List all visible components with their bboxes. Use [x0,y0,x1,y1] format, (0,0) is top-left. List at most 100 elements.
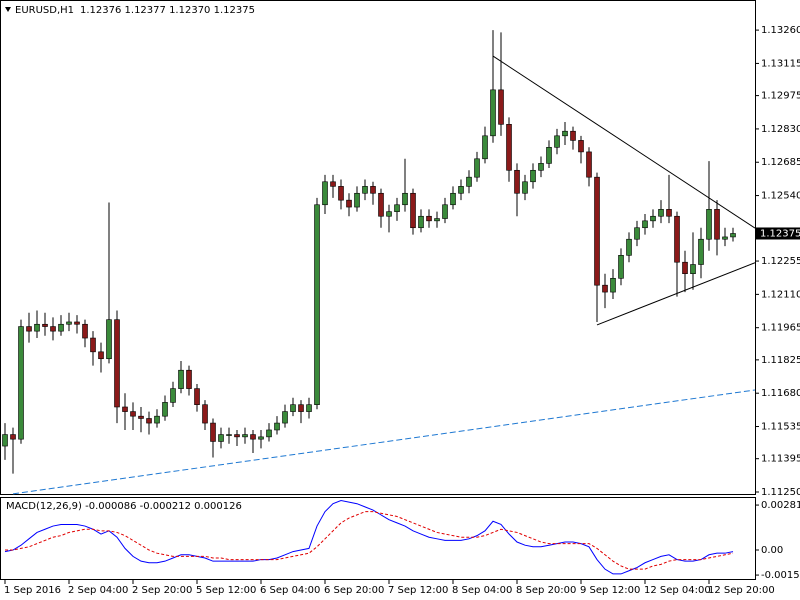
y-tick-label: 1.12540 [761,191,800,202]
candle-body [690,264,696,274]
candle-body [2,434,8,447]
candle-body [722,236,728,240]
y-tick-label: 1.12685 [761,157,800,168]
candle-body [578,140,584,153]
candle-body [290,404,296,412]
candle-body [338,186,344,201]
candle-body [170,388,176,403]
candle-body [410,192,416,229]
candle-body [458,186,464,194]
trendline [492,55,755,229]
candle-body [250,434,256,440]
y-tick-label: 1.11250 [761,487,800,498]
candle-body [266,429,272,438]
candle-body [66,321,72,325]
candle-body [642,220,648,229]
x-tick-label: 12 Sep 20:00 [708,585,775,596]
candle-body [370,186,376,194]
trendline [12,389,755,495]
menu-arrow[interactable] [5,7,11,12]
symbol-title: EURUSD,H1 [15,5,74,16]
candle-body [386,211,392,217]
candle-body [490,89,496,137]
candle-body [618,255,624,279]
candle-body [450,192,456,206]
candle-body [122,406,128,412]
y-tick-label: 1.13115 [761,58,800,69]
candle-body [202,404,208,424]
candle-body [282,411,288,424]
y-tick-label: 1.13260 [761,25,800,36]
x-tick-label: 9 Sep 12:00 [580,585,640,596]
candle-body [650,215,656,222]
candle-body [562,130,568,137]
candle-body [674,215,680,263]
y-tick-label: 1.12110 [761,289,800,300]
x-tick-label: 2 Sep 20:00 [132,585,192,596]
price-panel [0,0,756,495]
candle-body [546,147,552,164]
candle-body [50,326,56,332]
x-tick-label: 2 Sep 04:00 [68,585,128,596]
macd-label: MACD(12,26,9) -0.000086 -0.000212 0.0001… [6,501,242,512]
candle-body [570,130,576,141]
candle-body [146,418,152,424]
price-label-box [756,227,800,240]
candle-body [730,233,736,238]
x-tick-label: 8 Sep 20:00 [516,585,576,596]
candle-body [538,163,544,171]
y-tick-label: 1.11825 [761,355,800,366]
candle-body [234,434,240,438]
candle-body [106,319,112,360]
y-tick-label: 1.12255 [761,256,800,267]
candle-body [58,323,64,332]
candle-body [586,151,592,178]
candle-body [506,124,512,171]
candle-body [330,181,336,187]
candle-body [522,181,528,194]
candle-body [258,436,264,440]
candle-body [682,261,688,274]
macd-tick-label: 0.002815 [761,500,800,511]
candle-body [530,169,536,183]
candle-body [322,181,328,206]
candle-body [298,404,304,412]
x-tick-label: 8 Sep 04:00 [452,585,512,596]
candle-body [114,319,120,408]
candle-body [434,218,440,222]
candle-body [482,135,488,160]
x-tick-label: 12 Sep 04:00 [644,585,711,596]
candle-body [666,209,672,217]
candle-body [274,422,280,431]
candle-body [594,176,600,286]
macd-line [5,511,734,570]
candle-body [394,204,400,212]
candle-body [610,277,616,293]
macd-tick-label: 0.00 [761,545,783,556]
candle-body [82,323,88,339]
candle-body [714,209,720,240]
candle-body [26,326,32,332]
candle-body [162,402,168,417]
candle-body [706,209,712,240]
candle-body [354,192,360,208]
candle-body [626,238,632,256]
candle-body [34,323,40,332]
candle-body [346,199,352,208]
trendline [596,262,755,326]
candle-body [178,369,184,389]
candle-body [362,186,368,194]
x-tick-label: 1 Sep 2016 [4,585,61,596]
x-tick-label: 5 Sep 12:00 [196,585,256,596]
y-tick-label: 1.11535 [761,422,800,433]
y-tick-label: 1.11965 [761,323,800,334]
candle-body [218,434,224,442]
macd-tick-label: -0.001571 [761,570,800,581]
candle-body [242,434,248,438]
candle-body [138,415,144,419]
candle-body [554,135,560,148]
y-tick-label: 1.11680 [761,388,800,399]
y-tick-label: 1.11395 [761,454,800,465]
candle-body [306,404,312,412]
